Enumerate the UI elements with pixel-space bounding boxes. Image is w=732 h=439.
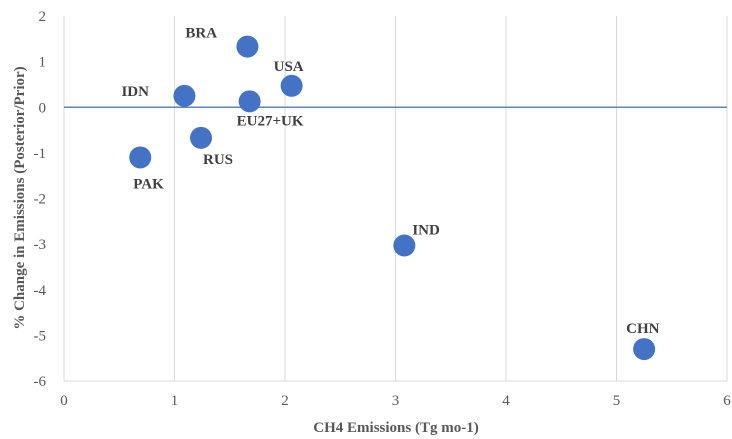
data-points [129, 35, 656, 361]
y-tick-label: -6 [34, 374, 47, 390]
data-point-idn [173, 84, 196, 107]
x-axis-title: CH4 Emissions (Tg mo-1) [313, 420, 478, 436]
y-tick-label: -3 [34, 237, 47, 253]
y-tick-label: 0 [39, 100, 47, 116]
x-tick-label: 3 [392, 393, 400, 409]
data-point-eu27-uk [238, 90, 261, 113]
y-axis-title: % Change in Emissions (Posterior/Prior) [12, 66, 28, 329]
data-point-bra [236, 35, 259, 58]
y-tick-label: 1 [39, 55, 47, 71]
x-tick-label: 2 [281, 393, 289, 409]
point-label: BRA [185, 26, 217, 42]
point-label: RUS [203, 152, 233, 168]
y-tick-label: 2 [39, 9, 47, 25]
data-point-pak [129, 146, 152, 169]
y-tick-label: -5 [34, 328, 47, 344]
point-label: CHN [626, 321, 660, 337]
data-point-ind [393, 234, 416, 257]
x-tick-label: 1 [171, 393, 179, 409]
x-tick-label: 4 [502, 393, 510, 409]
x-tick-labels: 0 1 2 3 4 5 6 [60, 393, 731, 409]
data-point-rus [190, 126, 213, 149]
point-label: IDN [121, 84, 149, 100]
x-tick-label: 6 [723, 393, 731, 409]
x-tick-label: 5 [613, 393, 621, 409]
point-label: PAK [133, 176, 164, 192]
grid-lines [63, 16, 728, 382]
point-labels: BRA USA IDN EU27+UK RUS PAK IND CHN [121, 26, 659, 337]
point-label: USA [274, 59, 304, 75]
y-tick-label: -1 [34, 146, 47, 162]
data-point-chn [633, 338, 656, 361]
y-tick-labels: 2 1 0 -1 -2 -3 -4 -5 -6 [34, 9, 47, 390]
y-tick-label: -2 [34, 192, 47, 208]
data-point-usa [280, 74, 303, 97]
y-tick-label: -4 [34, 283, 47, 299]
point-label: IND [412, 222, 440, 238]
x-tick-label: 0 [60, 393, 68, 409]
point-label: EU27+UK [237, 113, 304, 129]
